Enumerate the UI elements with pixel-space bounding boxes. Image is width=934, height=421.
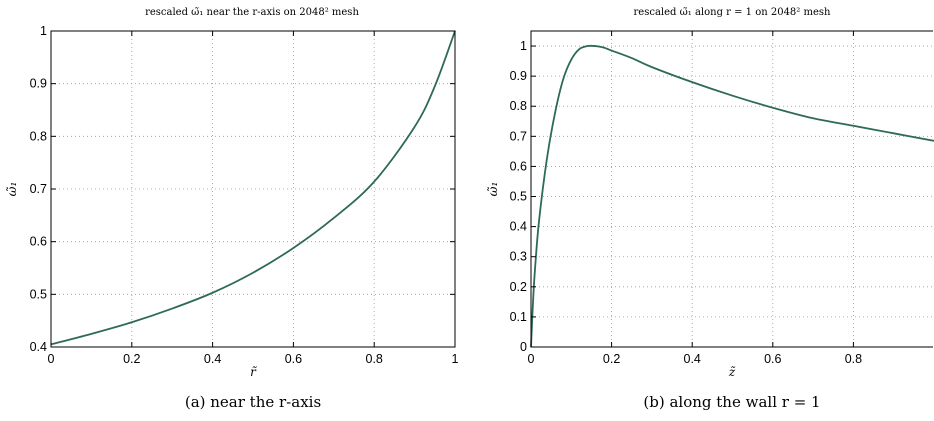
chart-a-ytick-label-4: 0.8 — [30, 129, 47, 143]
chart-b-ytick-label-6: 0.6 — [510, 159, 527, 173]
chart-b-caption: (b) along the wall r = 1 — [643, 393, 820, 411]
chart-b-ytick-label-8: 0.8 — [510, 99, 527, 113]
chart-a-ytick-label-2: 0.6 — [30, 235, 47, 249]
chart-b-frame — [530, 30, 933, 348]
chart-b-ytick-label-10: 1 — [520, 39, 527, 53]
chart-a-xtick-label-5: 1 — [452, 352, 459, 366]
chart-a-xlabel: r̃ — [250, 365, 257, 379]
chart-b-xtick-label-2: 0.4 — [684, 352, 701, 366]
chart-a-ytick-label-3: 0.7 — [30, 182, 47, 196]
chart-b-xtick-label-1: 0.2 — [603, 352, 620, 366]
chart-a-ytick-label-5: 0.9 — [30, 77, 47, 91]
chart-b-xlabel: z̃ — [728, 365, 736, 379]
chart-a-title: rescaled ω̃₁ near the r-axis on 2048² me… — [145, 7, 359, 18]
chart-b-grid — [531, 31, 933, 347]
chart-a-xtick-label-4: 0.8 — [366, 352, 383, 366]
chart-b-series-line — [530, 44, 934, 348]
chart-panel-a: rescaled ω̃₁ near the r-axis on 2048² me… — [5, 7, 459, 411]
chart-b-ytick-label-7: 0.7 — [510, 129, 527, 143]
chart-b-xtick-label-4: 0.8 — [845, 352, 862, 366]
chart-a-xtick-label-0: 0 — [48, 352, 55, 366]
chart-b-ticks: 0 0.2 0.4 0.6 0.8 0 0.1 0.2 0.3 0.4 0.5 0.6 0.7 0.8 0.… — [510, 31, 862, 366]
chart-b-ytick-label-5: 0.5 — [510, 190, 527, 204]
chart-b-ytick-label-0: 0 — [520, 340, 527, 354]
chart-a-xtick-label-1: 0.2 — [123, 352, 140, 366]
chart-b-ytick-label-2: 0.2 — [510, 280, 527, 294]
chart-a-series-line — [50, 30, 456, 346]
chart-b-ytick-label-3: 0.3 — [510, 250, 527, 264]
chart-panel-b: rescaled ω̃₁ along r = 1 on 2048² mesh 0… — [486, 7, 934, 411]
chart-a-ytick-label-1: 0.5 — [30, 287, 47, 301]
chart-b-ylabel: ω̃₁ — [486, 182, 500, 197]
chart-a-ytick-label-6: 1 — [40, 24, 47, 38]
chart-a-xtick-label-2: 0.4 — [204, 352, 221, 366]
chart-b-title: rescaled ω̃₁ along r = 1 on 2048² mesh — [634, 7, 831, 18]
chart-b-ytick-label-1: 0.1 — [510, 310, 527, 324]
chart-b-xtick-label-0: 0 — [528, 352, 535, 366]
chart-a-caption: (a) near the r-axis — [185, 393, 321, 411]
chart-b-ytick-label-9: 0.9 — [510, 69, 527, 83]
chart-a-grid — [51, 31, 455, 347]
chart-b-ytick-label-4: 0.4 — [510, 220, 527, 234]
chart-a-xtick-label-3: 0.6 — [285, 352, 302, 366]
chart-b-xtick-label-3: 0.6 — [764, 352, 781, 366]
chart-a-ylabel: ω̃₁ — [5, 182, 19, 197]
chart-a-ytick-label-0: 0.4 — [30, 340, 47, 354]
chart-a-ticks: 0 0.2 0.4 0.6 0.8 1 0.4 0.5 0.6 0.7 0.8 0.9 1 — [30, 24, 459, 366]
